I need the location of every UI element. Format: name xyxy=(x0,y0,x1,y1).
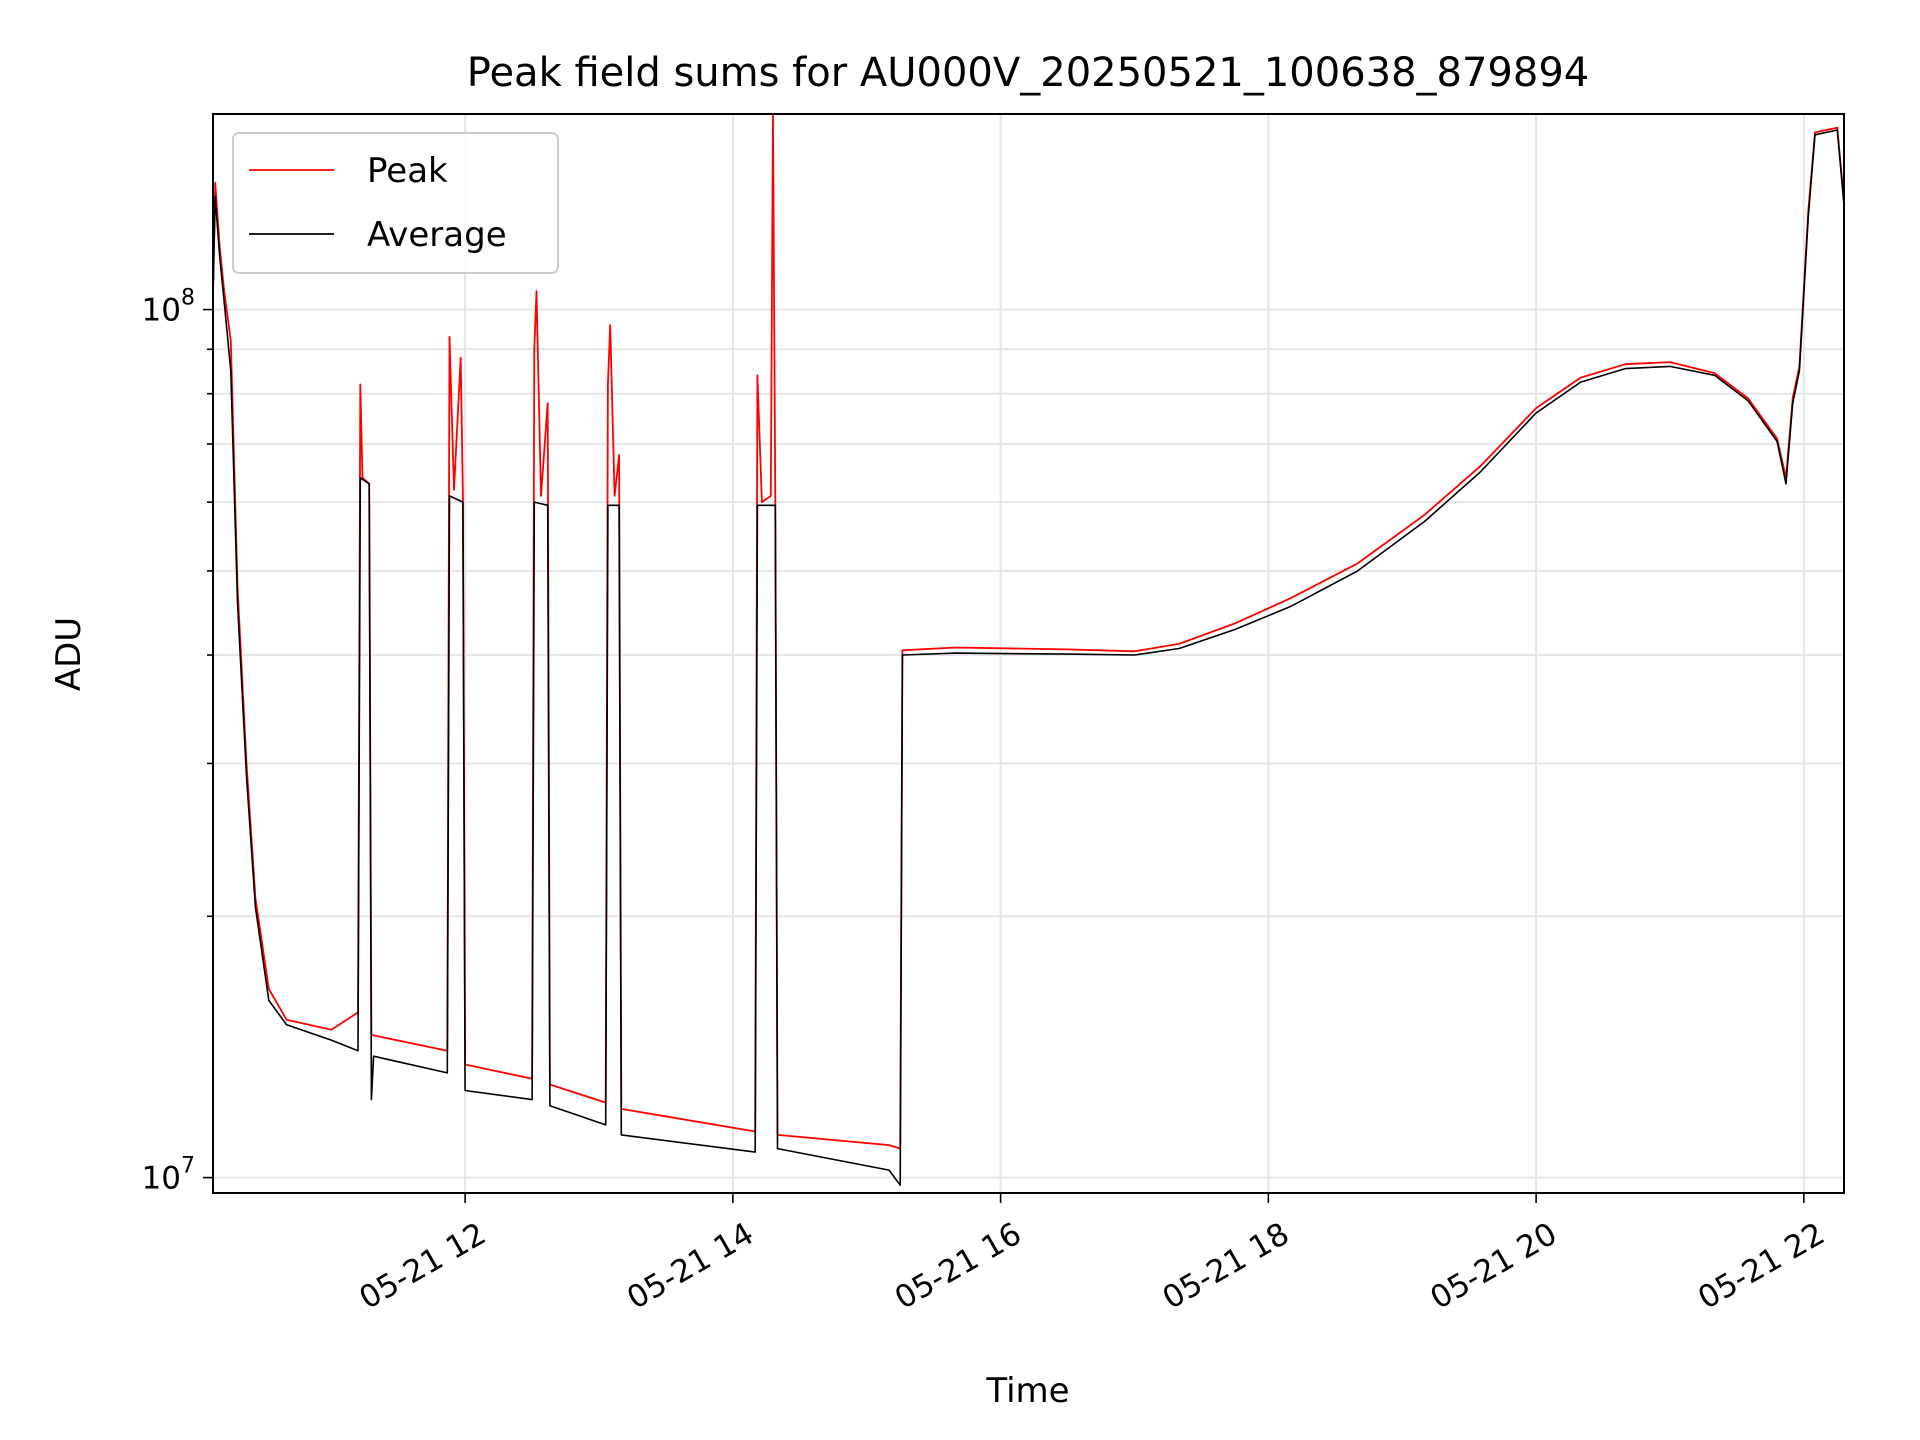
legend-label-average: Average xyxy=(367,215,507,255)
y-tick-label-base: 10 xyxy=(142,293,181,329)
y-tick-label: 107 xyxy=(142,1154,195,1197)
legend-box xyxy=(232,132,559,274)
x-axis-label: Time xyxy=(985,1371,1069,1411)
legend-label-peak: Peak xyxy=(367,151,448,191)
y-tick-label: 108 xyxy=(142,286,195,329)
y-tick-label-exponent: 8 xyxy=(181,286,195,311)
plot-area-frame xyxy=(212,113,1845,1194)
grid xyxy=(213,114,1844,1193)
series-line-average xyxy=(212,129,1845,1186)
y-tick-label-exponent: 7 xyxy=(181,1154,195,1179)
legend: Peak Average xyxy=(232,132,559,274)
chart-title: Peak field sums for AU000V_20250521_1006… xyxy=(467,50,1589,96)
series-layer xyxy=(212,113,1845,1186)
y-axis-label: ADU xyxy=(49,617,89,691)
y-tick-label-base: 10 xyxy=(142,1161,181,1197)
